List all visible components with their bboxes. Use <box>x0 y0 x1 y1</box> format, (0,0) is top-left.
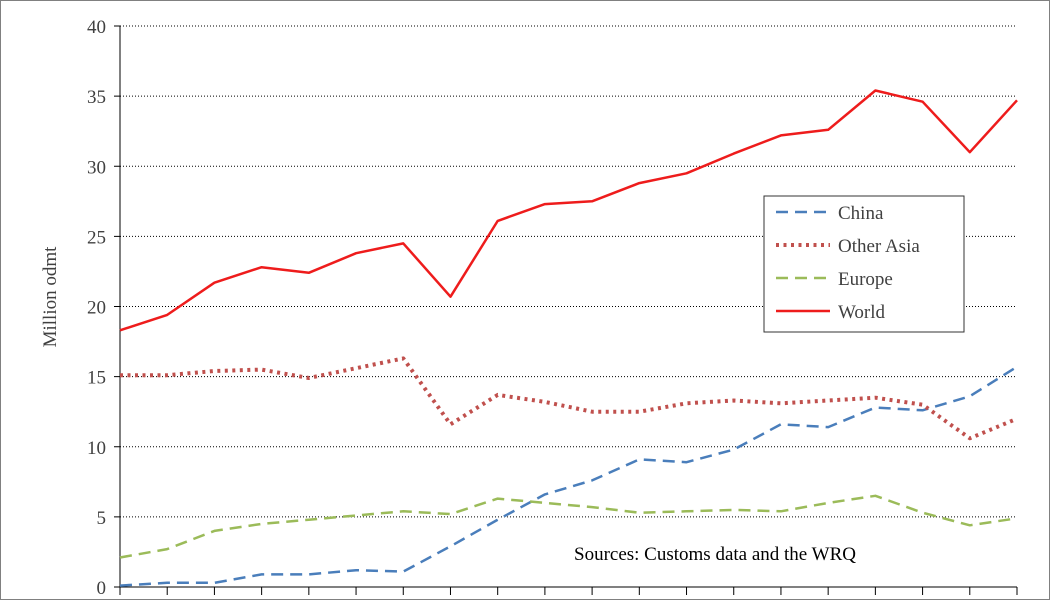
legend-label-china: China <box>838 203 884 224</box>
y-tick-label: 15 <box>87 368 106 389</box>
sources-annotation: Sources: Customs data and the WRQ <box>574 544 856 565</box>
series-line-china <box>119 365 1018 587</box>
y-tick-label: 0 <box>97 578 107 599</box>
series-line-other-asia <box>120 356 1018 441</box>
series-line-world <box>119 89 1018 332</box>
y-tick-label: 40 <box>87 17 106 38</box>
legend-label-other-asia: Other Asia <box>838 236 920 257</box>
legend-label-europe: Europe <box>838 269 893 290</box>
legend-label-world: World <box>838 302 886 323</box>
series-line-europe <box>119 494 1018 559</box>
legend: China Other Asia Europe World <box>763 195 965 333</box>
axes <box>114 25 1018 595</box>
y-tick-labels: 0 5 10 15 20 25 30 35 40 <box>87 17 106 599</box>
y-tick-label: 30 <box>87 157 106 178</box>
y-tick-label: 20 <box>87 298 106 319</box>
y-tick-label: 5 <box>97 508 107 529</box>
y-tick-label: 35 <box>87 87 106 108</box>
y-axis-label: Million odmt <box>40 246 61 348</box>
y-tick-label: 25 <box>87 227 106 248</box>
y-tick-label: 10 <box>87 438 106 459</box>
legend-box <box>763 195 965 333</box>
series-lines <box>119 89 1018 587</box>
